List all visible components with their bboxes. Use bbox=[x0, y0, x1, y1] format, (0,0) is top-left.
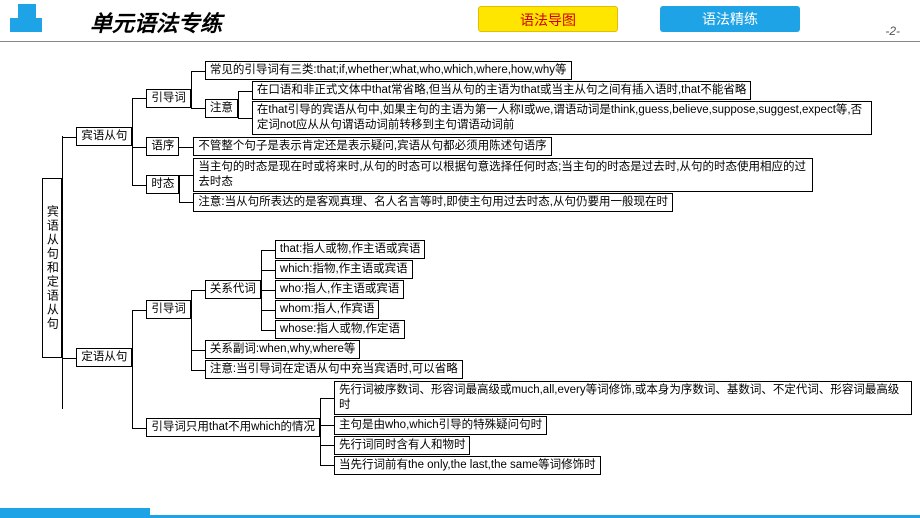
leaf: 当先行词前有the only,the last,the same等词修饰时 bbox=[334, 456, 601, 475]
leaf: 不管整个句子是表示肯定还是表示疑问,宾语从句都必须用陈述句语序 bbox=[193, 137, 551, 156]
node-rel-pronoun: 关系代词 bbox=[205, 280, 261, 299]
root-node: 宾语从句和定语从句 bbox=[42, 178, 62, 358]
header: 单元语法专练 语法导图 语法精练 -2- bbox=[0, 0, 920, 44]
page-title: 单元语法专练 bbox=[90, 6, 222, 38]
footer-bar bbox=[0, 508, 150, 518]
node-intro-word2: 引导词 bbox=[146, 300, 191, 319]
tab-mindmap[interactable]: 语法导图 bbox=[478, 6, 618, 32]
leaf: that:指人或物,作主语或宾语 bbox=[275, 240, 426, 259]
node-only-that: 引导词只用that不用which的情况 bbox=[146, 418, 320, 437]
leaf: 关系副词:when,why,where等 bbox=[205, 340, 361, 359]
leaf: whom:指人,作宾语 bbox=[275, 300, 380, 319]
leaf: 先行词同时含有人和物时 bbox=[334, 436, 471, 455]
leaf: who:指人,作主语或宾语 bbox=[275, 280, 405, 299]
leaf: which:指物,作主语或宾语 bbox=[275, 260, 413, 279]
grammar-tree: 宾语从句和定语从句 宾语从句 引导词 常见的引导词有三类:that;if,whe… bbox=[42, 48, 912, 488]
leaf: 注意:当引导词在定语从句中充当宾语时,可以省略 bbox=[205, 360, 463, 379]
node-intro-word: 引导词 bbox=[146, 89, 191, 108]
leaf: 注意:当从句所表达的是客观真理、名人名言等时,即使主句用过去时态,从句仍要用一般… bbox=[193, 193, 673, 212]
leaf: 主句是由who,which引导的特殊疑问句时 bbox=[334, 416, 547, 435]
leaf: 当主句的时态是现在时或将来时,从句的时态可以根据句意选择任何时态;当主句的时态是… bbox=[193, 158, 813, 192]
leaf: 常见的引导词有三类:that;if,whether;what,who,which… bbox=[205, 61, 572, 80]
tab-practice[interactable]: 语法精练 bbox=[660, 6, 800, 32]
node-note: 注意 bbox=[205, 99, 238, 118]
leaf: 在that引导的宾语从句中,如果主句的主语为第一人称I或we,谓语动词是thin… bbox=[252, 101, 872, 135]
logo-icon bbox=[10, 4, 52, 34]
leaf: 先行词被序数词、形容词最高级或much,all,every等词修饰,或本身为序数… bbox=[334, 381, 912, 415]
page-number: -2- bbox=[885, 24, 900, 38]
node-attrib-clause: 定语从句 bbox=[76, 348, 132, 367]
leaf: whose:指人或物,作定语 bbox=[275, 320, 405, 339]
node-word-order: 语序 bbox=[146, 137, 179, 156]
leaf: 在口语和非正式文体中that常省略,但当从句的主语为that或当主从句之间有插入… bbox=[252, 81, 751, 100]
node-tense: 时态 bbox=[146, 175, 179, 194]
node-object-clause: 宾语从句 bbox=[76, 127, 132, 146]
header-divider bbox=[0, 41, 920, 42]
